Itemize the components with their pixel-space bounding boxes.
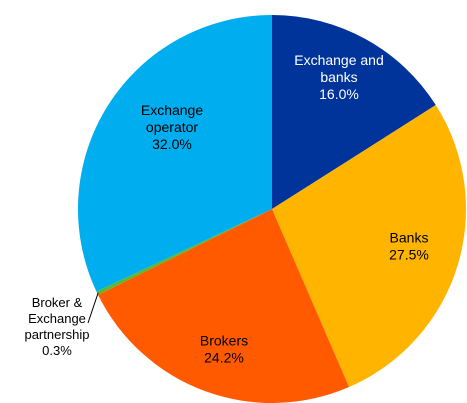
pie-slice-exchange-and-banks <box>272 15 436 209</box>
slice-name-label: operator <box>146 119 198 135</box>
slices-group <box>78 15 466 403</box>
slice-name-label: Brokers <box>200 333 248 349</box>
slice-value-label: 27.5% <box>389 247 429 263</box>
leader-line <box>87 292 99 324</box>
slice-value-label: 16.0% <box>319 86 359 102</box>
slice-name-label: Exchange <box>141 102 203 118</box>
pie-slice-broker-exchange-partnership <box>96 209 272 295</box>
slice-name-label: Exchange and <box>294 52 384 68</box>
slice-value-label: 32.0% <box>152 136 192 152</box>
slice-name-label: Exchange <box>28 311 86 326</box>
slice-name-label: Banks <box>390 230 429 246</box>
slice-label-exchange-and-banks: Exchange and banks 16.0% <box>294 52 384 102</box>
slice-name-label: partnership <box>24 327 89 342</box>
pie-slice-exchange-operator <box>78 15 272 292</box>
slice-value-label: 0.3% <box>42 343 72 358</box>
slice-label-brokers: Brokers 24.2% <box>200 333 248 366</box>
slice-name-label: Broker & <box>32 295 83 310</box>
slice-label-exchange-operator: Exchange operator 32.0% <box>141 102 203 152</box>
slice-name-label: banks <box>320 69 357 85</box>
slice-label-banks: Banks 27.5% <box>389 230 429 263</box>
slice-value-label: 24.2% <box>204 350 244 366</box>
slice-label-broker-exchange-partnership: Broker & Exchange partnership 0.3% <box>24 295 89 358</box>
labels-group: Exchange and banks 16.0%Banks 27.5%Brokers 2… <box>24 52 428 366</box>
pie-slice-banks <box>272 105 466 388</box>
pie-slice-brokers <box>98 209 350 403</box>
